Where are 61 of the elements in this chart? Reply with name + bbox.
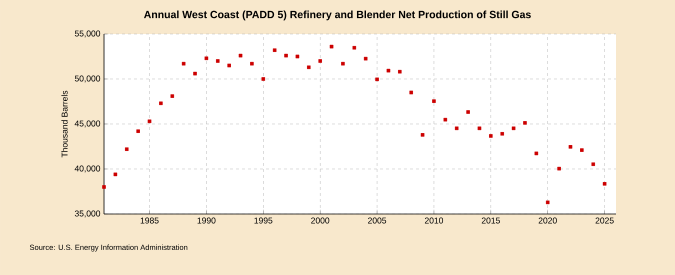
point (136, 129, 140, 133)
point (272, 48, 276, 52)
point (454, 126, 459, 130)
point (432, 99, 436, 103)
point (580, 148, 584, 152)
point (318, 59, 322, 63)
point (204, 56, 208, 60)
point (250, 62, 254, 66)
point (284, 54, 288, 58)
x-tick-label: 1990 (198, 218, 216, 224)
point (124, 147, 129, 151)
x-tick-label: 2005 (368, 218, 386, 224)
point (216, 59, 220, 63)
point (182, 62, 186, 66)
point (261, 77, 266, 81)
point (557, 166, 561, 170)
y-tick-label: 50,000 (74, 75, 100, 82)
point (352, 46, 356, 50)
x-tick-label: 1985 (140, 218, 159, 224)
point (193, 72, 197, 76)
point (364, 56, 368, 60)
point (102, 185, 106, 189)
y-axis-title: Thousand Barrels (61, 90, 68, 158)
point (420, 133, 424, 137)
point (444, 118, 448, 122)
point (546, 200, 550, 204)
y-tick-label: 40,000 (74, 165, 100, 172)
y-tick-label: 45,000 (74, 120, 100, 128)
point (159, 101, 163, 106)
point (330, 44, 334, 48)
x-tick-label: 1995 (254, 218, 272, 224)
point (398, 70, 402, 74)
point (534, 152, 538, 156)
point (386, 68, 390, 72)
x-tick-label: 2020 (538, 218, 557, 224)
point (227, 64, 231, 68)
point (478, 126, 482, 130)
point (170, 94, 174, 98)
point (375, 78, 379, 82)
point (523, 121, 527, 125)
chart-title: Annual West Coast (PADD 5) Refinery and Blender Net Production of Still Gas (144, 10, 531, 20)
point (238, 54, 242, 58)
y-tick-label: 35,000 (74, 210, 100, 218)
point (500, 132, 504, 136)
point (512, 126, 516, 130)
x-tick-label: 2025 (596, 218, 614, 224)
point (591, 162, 596, 166)
point (307, 65, 311, 70)
point (114, 172, 118, 176)
point (568, 145, 572, 149)
point (602, 182, 606, 186)
point (341, 62, 345, 66)
y-tick-label: 55,000 (74, 30, 100, 38)
point (409, 90, 413, 94)
x-tick-label: 2010 (424, 218, 444, 224)
x-tick-label: 2000 (311, 218, 330, 224)
point (489, 134, 493, 138)
point (296, 54, 300, 58)
point (148, 119, 152, 124)
point (466, 110, 470, 114)
x-tick-label: 2015 (482, 218, 500, 224)
